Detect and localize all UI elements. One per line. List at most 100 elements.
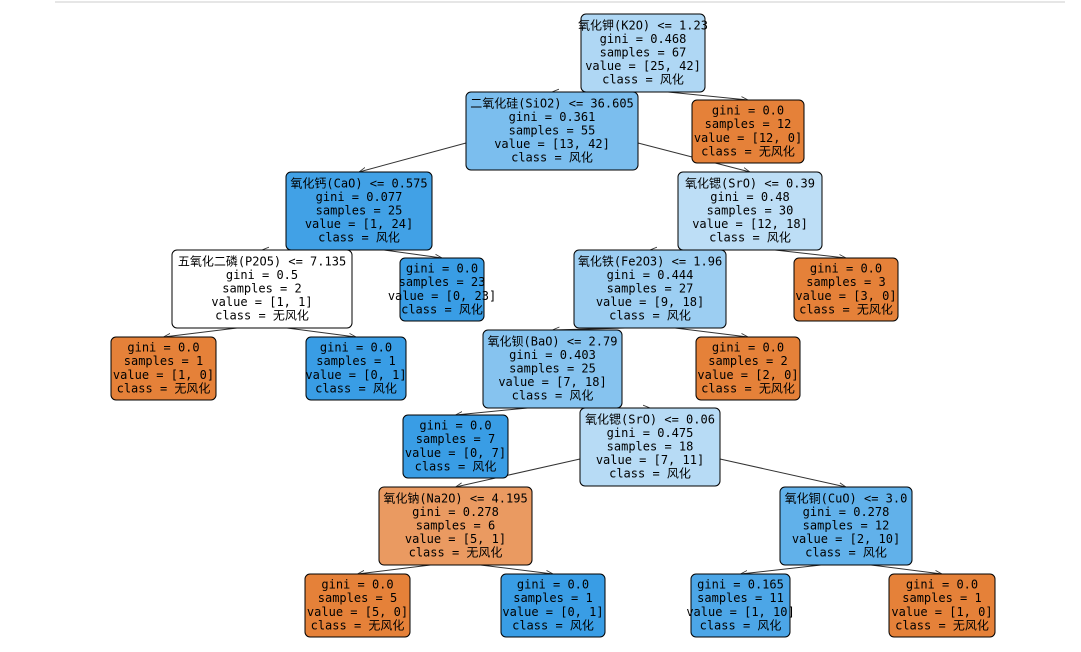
edge bbox=[286, 327, 356, 337]
node-line: class = 无风化 bbox=[311, 618, 405, 632]
node-line: value = [5, 0] bbox=[307, 605, 408, 619]
node-line: 二氧化硅(SiO2) <= 36.605 bbox=[470, 96, 634, 110]
node-line: class = 无风化 bbox=[895, 618, 989, 632]
node-line: class = 风化 bbox=[318, 231, 400, 245]
node-line: value = [3, 0] bbox=[795, 289, 896, 303]
node-line: samples = 25 bbox=[316, 204, 403, 218]
node-box bbox=[378, 486, 533, 566]
node-box bbox=[110, 336, 217, 401]
node-line: gini = 0.0 bbox=[712, 341, 784, 355]
node-box bbox=[677, 171, 823, 251]
edge bbox=[383, 249, 442, 258]
node-line: gini = 0.444 bbox=[607, 268, 694, 282]
node-line: samples = 18 bbox=[607, 440, 694, 454]
node-box bbox=[580, 13, 706, 93]
node-box bbox=[779, 486, 913, 566]
node-line: gini = 0.0 bbox=[517, 578, 589, 592]
edge bbox=[667, 91, 748, 100]
node-line: samples = 12 bbox=[705, 117, 792, 131]
node-line: value = [5, 1] bbox=[405, 532, 506, 546]
node-line: samples = 30 bbox=[707, 204, 794, 218]
node-line: value = [12, 18] bbox=[692, 217, 808, 231]
edge bbox=[456, 407, 528, 415]
node-line: gini = 0.278 bbox=[803, 505, 890, 519]
node-box bbox=[690, 573, 791, 638]
edge bbox=[358, 564, 431, 574]
node-line: gini = 0.0 bbox=[127, 341, 199, 355]
node-line: 氧化钠(Na2O) <= 4.195 bbox=[383, 490, 527, 505]
node-line: class = 无风化 bbox=[117, 381, 211, 395]
node-line: samples = 12 bbox=[803, 519, 890, 533]
node-line: class = 无风化 bbox=[701, 381, 795, 395]
node-line: samples = 2 bbox=[708, 354, 787, 368]
node-line: gini = 0.0 bbox=[320, 341, 392, 355]
node-line: gini = 0.468 bbox=[600, 32, 687, 46]
edge bbox=[741, 564, 822, 574]
node-line: 氧化铜(CuO) <= 3.0 bbox=[785, 490, 908, 505]
node-line: 氧化钙(CaO) <= 0.575 bbox=[290, 176, 427, 190]
node-line: value = [0, 1] bbox=[502, 605, 603, 619]
edge bbox=[359, 142, 467, 172]
node-box bbox=[399, 257, 485, 322]
node-box bbox=[171, 249, 353, 329]
node-line: samples = 11 bbox=[697, 591, 784, 605]
node-line: gini = 0.5 bbox=[226, 268, 298, 282]
node-line: value = [0, 23] bbox=[388, 289, 496, 303]
node-line: gini = 0.48 bbox=[710, 190, 789, 204]
node-line: value = [2, 0] bbox=[697, 368, 798, 382]
node-line: samples = 5 bbox=[318, 591, 397, 605]
edge bbox=[480, 564, 554, 574]
node-line: samples = 25 bbox=[509, 362, 596, 376]
node-line: class = 风化 bbox=[401, 302, 483, 316]
node-line: samples = 1 bbox=[513, 591, 592, 605]
node-box bbox=[691, 99, 805, 164]
node-line: 氧化铁(Fe2O3) <= 1.96 bbox=[578, 254, 722, 268]
node-line: value = [13, 42] bbox=[494, 137, 610, 151]
node-line: samples = 6 bbox=[416, 519, 495, 533]
node-line: class = 无风化 bbox=[799, 302, 893, 316]
node-line: class = 风化 bbox=[602, 73, 684, 87]
node-line: gini = 0.0 bbox=[906, 578, 978, 592]
node-line: gini = 0.278 bbox=[412, 505, 499, 519]
node-line: gini = 0.361 bbox=[509, 110, 596, 124]
node-box bbox=[465, 91, 639, 171]
node-box bbox=[579, 407, 721, 487]
node-line: samples = 67 bbox=[600, 46, 687, 60]
edge bbox=[774, 249, 846, 258]
node-line: class = 风化 bbox=[315, 381, 397, 395]
node-line: class = 风化 bbox=[512, 618, 594, 632]
node-line: gini = 0.0 bbox=[419, 419, 491, 433]
node-box bbox=[500, 573, 606, 638]
node-line: value = [0, 7] bbox=[405, 446, 506, 460]
edge bbox=[456, 458, 581, 487]
node-line: gini = 0.077 bbox=[316, 190, 403, 204]
node-line: class = 无风化 bbox=[409, 546, 503, 560]
node-line: value = [7, 11] bbox=[596, 453, 704, 467]
node-line: value = [1, 24] bbox=[305, 217, 413, 231]
node-line: class = 风化 bbox=[805, 546, 887, 560]
node-line: 氧化锶(SrO) <= 0.39 bbox=[685, 176, 815, 190]
node-line: value = [12, 0] bbox=[694, 131, 802, 145]
node-line: class = 无风化 bbox=[215, 309, 309, 323]
node-box bbox=[482, 329, 623, 409]
node-line: class = 风化 bbox=[511, 151, 593, 165]
node-line: value = [1, 0] bbox=[113, 368, 214, 382]
edge bbox=[870, 564, 942, 574]
node-box bbox=[573, 249, 727, 329]
node-line: gini = 0.0 bbox=[712, 104, 784, 118]
node-line: samples = 7 bbox=[416, 432, 495, 446]
